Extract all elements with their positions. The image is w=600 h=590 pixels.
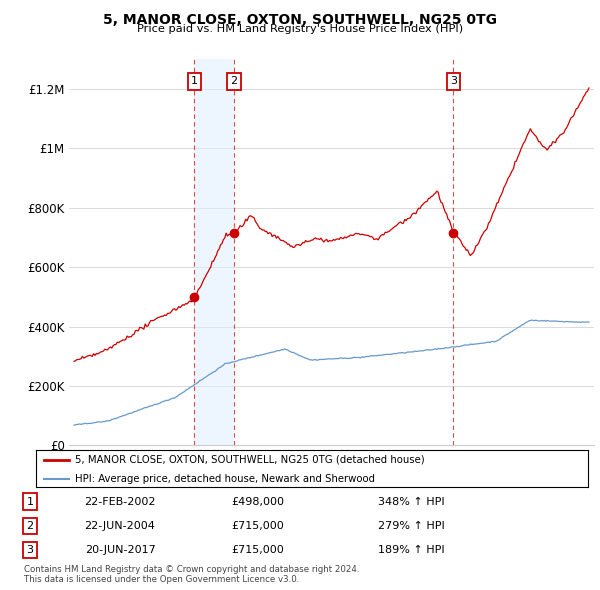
Text: Contains HM Land Registry data © Crown copyright and database right 2024.: Contains HM Land Registry data © Crown c… <box>24 565 359 574</box>
Text: 5, MANOR CLOSE, OXTON, SOUTHWELL, NG25 0TG (detached house): 5, MANOR CLOSE, OXTON, SOUTHWELL, NG25 0… <box>74 455 424 465</box>
Text: 1: 1 <box>191 76 198 86</box>
Text: 2: 2 <box>230 76 238 86</box>
Text: 22-JUN-2004: 22-JUN-2004 <box>85 521 155 530</box>
Text: 22-FEB-2002: 22-FEB-2002 <box>84 497 156 507</box>
Text: 2: 2 <box>26 521 34 530</box>
Text: £715,000: £715,000 <box>232 545 284 555</box>
Text: 279% ↑ HPI: 279% ↑ HPI <box>378 521 445 530</box>
Text: 3: 3 <box>26 545 34 555</box>
Text: 3: 3 <box>450 76 457 86</box>
Text: HPI: Average price, detached house, Newark and Sherwood: HPI: Average price, detached house, Newa… <box>74 474 374 484</box>
Text: 5, MANOR CLOSE, OXTON, SOUTHWELL, NG25 0TG: 5, MANOR CLOSE, OXTON, SOUTHWELL, NG25 0… <box>103 13 497 27</box>
Text: Price paid vs. HM Land Registry's House Price Index (HPI): Price paid vs. HM Land Registry's House … <box>137 24 463 34</box>
Text: £715,000: £715,000 <box>232 521 284 530</box>
Text: £498,000: £498,000 <box>232 497 284 507</box>
Text: 20-JUN-2017: 20-JUN-2017 <box>85 545 155 555</box>
Bar <box>194 59 234 445</box>
Text: 189% ↑ HPI: 189% ↑ HPI <box>378 545 445 555</box>
Text: 348% ↑ HPI: 348% ↑ HPI <box>378 497 445 507</box>
Text: This data is licensed under the Open Government Licence v3.0.: This data is licensed under the Open Gov… <box>24 575 299 584</box>
Text: 1: 1 <box>26 497 34 507</box>
